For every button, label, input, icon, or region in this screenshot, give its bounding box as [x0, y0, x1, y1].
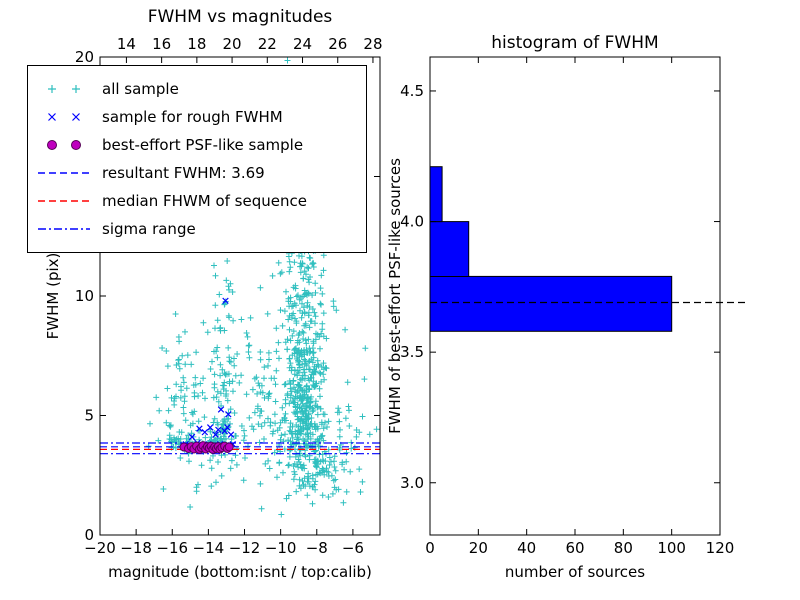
tick-label: 5	[84, 407, 94, 425]
tick-label: 100	[657, 539, 686, 557]
tick-label: 20	[223, 35, 242, 53]
tick-label: 22	[258, 35, 277, 53]
left-plot-ylabel: FWHM (pix)	[44, 253, 62, 340]
tick-label: −14	[193, 539, 225, 557]
tick-label: 120	[706, 539, 735, 557]
left-plot-xlabel: magnitude (bottom:isnt / top:calib)	[108, 563, 372, 581]
right-plot-title: histogram of FWHM	[491, 33, 658, 53]
tick-label: 40	[517, 539, 536, 557]
legend-label: median FHWM of sequence	[102, 192, 307, 211]
blue-x-markers-icon	[48, 112, 80, 121]
magenta-circle-markers-icon	[47, 139, 81, 150]
tick-marks	[99, 56, 721, 536]
fwhm-histogram-bars	[429, 166, 673, 332]
legend-item-sigma-range: sigma range	[36, 216, 358, 243]
tick-label: 80	[614, 539, 633, 557]
tick-label: 0	[425, 539, 435, 557]
legend-label: all sample	[102, 79, 179, 98]
legend-item-resultant-fwhm: resultant FWHM: 3.69	[36, 160, 358, 187]
tick-label: −12	[229, 539, 261, 557]
tick-label: 0	[84, 526, 94, 544]
legend-label: resultant FWHM: 3.69	[102, 164, 265, 183]
legend-item-median-fwhm: median FHWM of sequence	[36, 188, 358, 215]
tick-label: 60	[565, 539, 584, 557]
tick-label: −6	[342, 539, 364, 557]
tick-labels: −20 −18 −16 −14 −12 −10 −8 −6 14 16 18 20 22 24 26 28 0 5…	[75, 35, 734, 557]
blue-dashed-line-icon	[38, 172, 90, 174]
red-dashed-line-icon	[38, 200, 90, 202]
legend-item-rough-fwhm-sample: sample for rough FWHM	[36, 103, 358, 130]
psf-like-scatter	[179, 441, 234, 454]
tick-label: 28	[363, 35, 382, 53]
plot-render-layer: −20 −18 −16 −14 −12 −10 −8 −6 14 16 18 20 22 24 26 28 0 5…	[75, 35, 745, 557]
fwhm-reference-lines	[100, 442, 380, 455]
all-sample-scatter	[145, 57, 380, 518]
legend-item-psf-like-sample: best-effort PSF-like sample	[36, 131, 358, 158]
tick-label: 3.5	[400, 343, 424, 361]
left-plot-title: FWHM vs magnitudes	[148, 7, 333, 27]
tick-label: 24	[293, 35, 312, 53]
right-plot-ylabel: FWHM of best-effort PSF-like sources	[386, 158, 404, 434]
tick-label: 18	[187, 35, 206, 53]
legend-label: sample for rough FWHM	[102, 107, 283, 126]
tick-label: −20	[84, 539, 116, 557]
tick-label: −18	[120, 539, 152, 557]
tick-label: −16	[156, 539, 188, 557]
tick-label: −10	[265, 539, 297, 557]
legend-label: best-effort PSF-like sample	[102, 135, 304, 154]
legend-label: sigma range	[102, 220, 196, 239]
legend: all sample sample for rough FWHM best-ef…	[27, 65, 367, 253]
tick-label: 16	[152, 35, 171, 53]
tick-label: 4.5	[400, 82, 424, 100]
tick-label: 4.0	[400, 213, 424, 231]
tick-label: 20	[75, 48, 94, 66]
tick-label: 20	[469, 539, 488, 557]
tick-label: −8	[306, 539, 328, 557]
blue-dashdot-line-icon	[38, 228, 90, 231]
legend-item-all-sample: all sample	[36, 75, 358, 102]
right-plot-xlabel: number of sources	[505, 563, 645, 581]
tick-label: 14	[117, 35, 136, 53]
tick-label: 26	[328, 35, 347, 53]
tick-label: 3.0	[400, 474, 424, 492]
tick-label: 10	[75, 287, 94, 305]
cyan-plus-markers-icon	[48, 84, 80, 93]
